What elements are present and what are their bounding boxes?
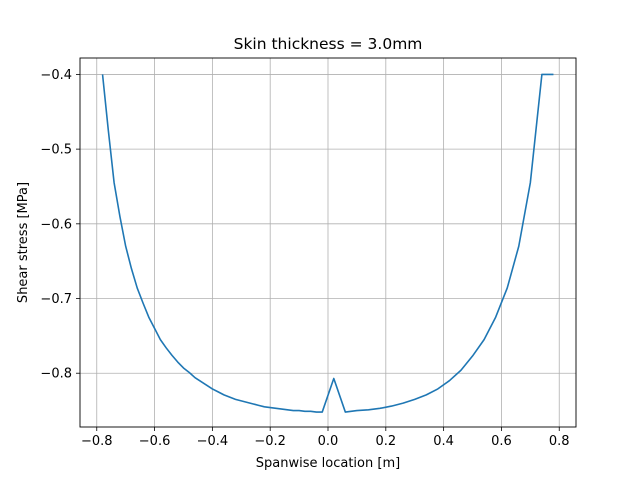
y-tick-label: −0.7 [40,292,72,307]
x-tick-label: 0.8 [549,434,570,449]
x-tick-label: 0.2 [375,434,396,449]
series-layer [101,73,554,413]
x-tick-label: −0.6 [139,434,171,449]
x-tick-label: −0.4 [197,434,229,449]
y-tick-label: −0.6 [40,217,72,232]
y-tick-label: −0.8 [40,367,72,382]
grid [80,58,576,427]
ticks: −0.8 −0.6 −0.4 −0.2 0.0 0.2 0.4 0.6 0.8 −0.8 −0.7 −… [40,68,569,449]
x-tick-label: 0.6 [491,434,512,449]
y-tick-label: −0.4 [40,68,72,83]
chart-title: Skin thickness = 3.0mm [234,35,423,53]
y-axis-label: Shear stress [MPa] [16,182,31,303]
series-line [101,73,554,413]
y-tick-label: −0.5 [40,143,72,158]
x-tick-label: 0.0 [318,434,339,449]
x-tick-label: 0.4 [433,434,454,449]
x-axis-label: Spanwise location [m] [256,456,400,471]
x-tick-label: −0.8 [81,434,113,449]
x-tick-label: −0.2 [254,434,286,449]
